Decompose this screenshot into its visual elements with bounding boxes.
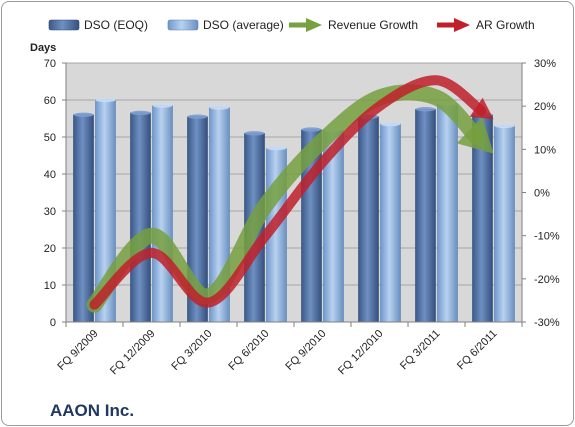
bar-cap-dso-eoq-4 (244, 131, 265, 136)
bar-cap-dso-eoq-7 (415, 107, 436, 112)
y2-tick-label: 10% (534, 144, 556, 156)
bar-cap-dso-eoq-3 (187, 114, 208, 119)
legend-label-revenue-growth: Revenue Growth (328, 18, 418, 32)
y2-tick-label: 0% (534, 188, 550, 200)
y-tick-label: 20 (44, 243, 56, 255)
legend-swatch-dso-average (167, 19, 199, 31)
bar-cap-dso-eoq-1 (73, 112, 94, 118)
y-tick-label: 0 (50, 317, 56, 329)
x-tick-label: FQ 12/2010 (336, 328, 386, 378)
legend-label-dso-eoq: DSO (EOQ) (84, 18, 148, 32)
growth-arrows (86, 75, 494, 313)
bar-cap-dso-average-1 (95, 97, 116, 103)
x-tick-label: FQ 9/2009 (55, 328, 100, 373)
x-tick-label: FQ 6/2010 (226, 328, 271, 373)
bar-cap-dso-average-2 (152, 103, 173, 108)
y-axis-title: Days (30, 42, 56, 54)
bar-dso-average-8 (494, 125, 515, 323)
bar-cap-dso-average-8 (494, 123, 515, 129)
legend-swatch-dso-eoq (48, 19, 80, 31)
bar-dso-eoq-2 (130, 112, 151, 323)
x-tick-label: FQ 9/2010 (283, 328, 328, 373)
y-axis-left-ticks: 0 10 20 30 40 50 60 70 (44, 58, 66, 329)
plot-area (65, 62, 523, 323)
bar-cap-dso-eoq-2 (130, 110, 151, 116)
y-tick-label: 30 (44, 206, 56, 218)
arrowhead-revenue-growth (456, 116, 494, 154)
y-axis-right-ticks: -30% -20% -10% 0% 10% 20% 30% (522, 58, 560, 329)
arrow-ar-growth (89, 75, 487, 310)
bar-dso-average-7 (437, 103, 458, 323)
x-tick-label: FQ 12/2009 (108, 328, 158, 378)
legend-label-dso-average: DSO (average) (203, 18, 284, 32)
y-tick-label: 40 (44, 169, 56, 181)
y2-tick-label: -20% (534, 274, 560, 286)
x-axis-ticks: FQ 9/2009 FQ 12/2009 FQ 3/2010 FQ 6/2010 FQ … (55, 322, 523, 378)
x-tick-label: FQ 3/2010 (169, 328, 214, 373)
legend: DSO (EOQ) DSO (average) Revenue Growth A… (48, 18, 535, 32)
y2-tick-label: 20% (534, 101, 556, 113)
y2-tick-label: -30% (534, 317, 560, 329)
legend-label-ar-growth: AR Growth (476, 18, 535, 32)
company-label: AAON Inc. (50, 401, 134, 420)
bar-cap-dso-average-3 (209, 105, 230, 110)
x-tick-label: FQ 3/2011 (398, 328, 443, 373)
bar-cap-dso-average-4 (266, 145, 287, 151)
y-tick-label: 60 (44, 95, 56, 107)
x-tick-label: FQ 6/2011 (455, 328, 500, 373)
bar-cap-dso-average-6 (380, 121, 401, 127)
bar-dso-eoq-7 (415, 108, 436, 323)
bar-dso-eoq-6 (358, 116, 379, 323)
bar-dso-average-2 (152, 105, 173, 323)
arrowhead-ar-growth (469, 97, 494, 120)
legend-arrow-ar-growth (437, 18, 470, 32)
y-tick-label: 10 (44, 280, 56, 292)
y2-tick-label: -10% (534, 231, 560, 243)
arrow-revenue-growth (86, 84, 485, 313)
legend-arrow-revenue-growth (289, 18, 322, 32)
bar-cap-dso-eoq-5 (301, 127, 322, 132)
bar-dso-average-6 (380, 123, 401, 323)
y2-tick-label: 30% (534, 58, 556, 70)
y-tick-label: 50 (44, 132, 56, 144)
bar-dso-eoq-1 (73, 114, 94, 323)
y-tick-label: 70 (44, 58, 56, 70)
